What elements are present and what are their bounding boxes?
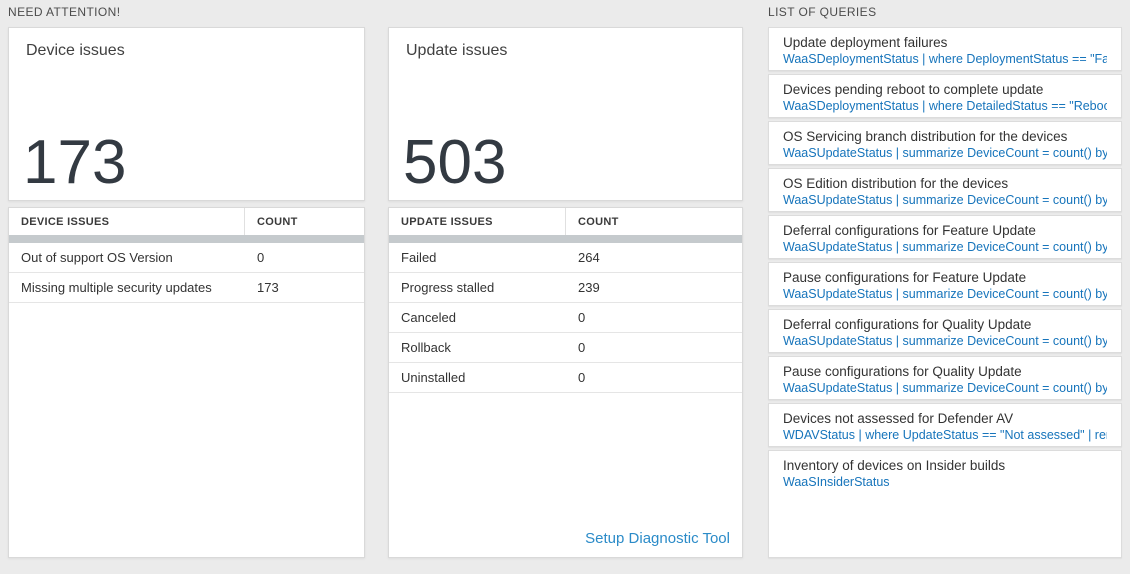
row-label: Uninstalled <box>401 370 466 385</box>
device-issues-table-header: DEVICE ISSUES COUNT <box>9 208 364 235</box>
row-label: Rollback <box>401 340 451 355</box>
row-count: 0 <box>578 340 586 355</box>
query-title: OS Servicing branch distribution for the… <box>783 129 1068 144</box>
query-item[interactable]: OS Edition distribution for the devices … <box>768 168 1122 212</box>
column-header-count: COUNT <box>578 215 619 228</box>
table-header-divider <box>9 235 364 243</box>
row-label: Missing multiple security updates <box>21 280 212 295</box>
update-issues-table: UPDATE ISSUES COUNT Failed 264 Progress … <box>388 207 743 558</box>
query-item[interactable]: OS Servicing branch distribution for the… <box>768 121 1122 165</box>
table-row[interactable]: Uninstalled 0 <box>389 363 742 393</box>
list-of-queries-section-header: LIST OF QUERIES <box>768 5 877 19</box>
query-title: Pause configurations for Quality Update <box>783 364 1022 379</box>
update-issues-tile-title: Update issues <box>406 42 508 59</box>
row-count: 0 <box>578 370 586 385</box>
query-text[interactable]: WaaSUpdateStatus | summarize DeviceCount… <box>783 146 1107 160</box>
device-issues-tile-title: Device issues <box>26 42 125 59</box>
query-title: Devices pending reboot to complete updat… <box>783 82 1044 97</box>
update-issues-count: 503 <box>403 128 507 197</box>
table-row[interactable]: Failed 264 <box>389 243 742 273</box>
query-title: OS Edition distribution for the devices <box>783 176 1009 191</box>
row-label: Failed <box>401 250 437 265</box>
update-issues-tile[interactable]: Update issues 503 <box>388 27 743 201</box>
query-title: Deferral configurations for Quality Upda… <box>783 317 1032 332</box>
query-item[interactable]: Pause configurations for Feature Update … <box>768 262 1122 306</box>
query-title: Inventory of devices on Insider builds <box>783 458 1006 473</box>
column-header-count: COUNT <box>257 215 298 228</box>
query-item[interactable]: Update deployment failures WaaSDeploymen… <box>768 27 1122 71</box>
table-row[interactable]: Out of support OS Version 0 <box>9 243 364 273</box>
query-title: Deferral configurations for Feature Upda… <box>783 223 1036 238</box>
table-row[interactable]: Progress stalled 239 <box>389 273 742 303</box>
column-header-update-issues: UPDATE ISSUES <box>389 208 566 235</box>
update-issues-table-header: UPDATE ISSUES COUNT <box>389 208 742 235</box>
query-text[interactable]: WaaSUpdateStatus | summarize DeviceCount… <box>783 381 1107 395</box>
query-item[interactable]: Deferral configurations for Quality Upda… <box>768 309 1122 353</box>
query-item[interactable]: Inventory of devices on Insider builds W… <box>768 450 1122 558</box>
query-list: Update deployment failures WaaSDeploymen… <box>768 27 1122 558</box>
need-attention-section-header: NEED ATTENTION! <box>8 5 121 19</box>
query-text[interactable]: WaaSDeploymentStatus | where DetailedSta… <box>783 99 1107 113</box>
row-label: Canceled <box>401 310 456 325</box>
row-label: Out of support OS Version <box>21 250 173 265</box>
device-issues-table: DEVICE ISSUES COUNT Out of support OS Ve… <box>8 207 365 558</box>
device-issues-count: 173 <box>23 128 127 197</box>
row-count: 173 <box>257 280 279 295</box>
query-item[interactable]: Deferral configurations for Feature Upda… <box>768 215 1122 259</box>
row-count: 0 <box>578 310 586 325</box>
table-row[interactable]: Canceled 0 <box>389 303 742 333</box>
device-issues-table-body: Out of support OS Version 0 Missing mult… <box>9 243 364 303</box>
query-title: Update deployment failures <box>783 35 948 50</box>
setup-diagnostic-tool-link[interactable]: Setup Diagnostic Tool <box>585 530 730 547</box>
query-text[interactable]: WaaSInsiderStatus <box>783 475 890 489</box>
query-item[interactable]: Pause configurations for Quality Update … <box>768 356 1122 400</box>
query-text[interactable]: WDAVStatus | where UpdateStatus == "Not … <box>783 428 1107 442</box>
row-count: 239 <box>578 280 600 295</box>
query-text[interactable]: WaaSUpdateStatus | summarize DeviceCount… <box>783 240 1107 254</box>
table-row[interactable]: Missing multiple security updates 173 <box>9 273 364 303</box>
column-header-device-issues: DEVICE ISSUES <box>9 208 245 235</box>
query-text[interactable]: WaaSDeploymentStatus | where DeploymentS… <box>783 52 1107 66</box>
query-text[interactable]: WaaSUpdateStatus | summarize DeviceCount… <box>783 193 1107 207</box>
query-item[interactable]: Devices not assessed for Defender AV WDA… <box>768 403 1122 447</box>
query-title: Devices not assessed for Defender AV <box>783 411 1014 426</box>
update-issues-table-body: Failed 264 Progress stalled 239 Canceled… <box>389 243 742 393</box>
table-header-divider <box>389 235 742 243</box>
query-text[interactable]: WaaSUpdateStatus | summarize DeviceCount… <box>783 334 1107 348</box>
row-count: 0 <box>257 250 265 265</box>
query-text[interactable]: WaaSUpdateStatus | summarize DeviceCount… <box>783 287 1107 301</box>
row-label: Progress stalled <box>401 280 495 295</box>
device-issues-tile[interactable]: Device issues 173 <box>8 27 365 201</box>
query-title: Pause configurations for Feature Update <box>783 270 1027 285</box>
table-row[interactable]: Rollback 0 <box>389 333 742 363</box>
query-item[interactable]: Devices pending reboot to complete updat… <box>768 74 1122 118</box>
row-count: 264 <box>578 250 600 265</box>
